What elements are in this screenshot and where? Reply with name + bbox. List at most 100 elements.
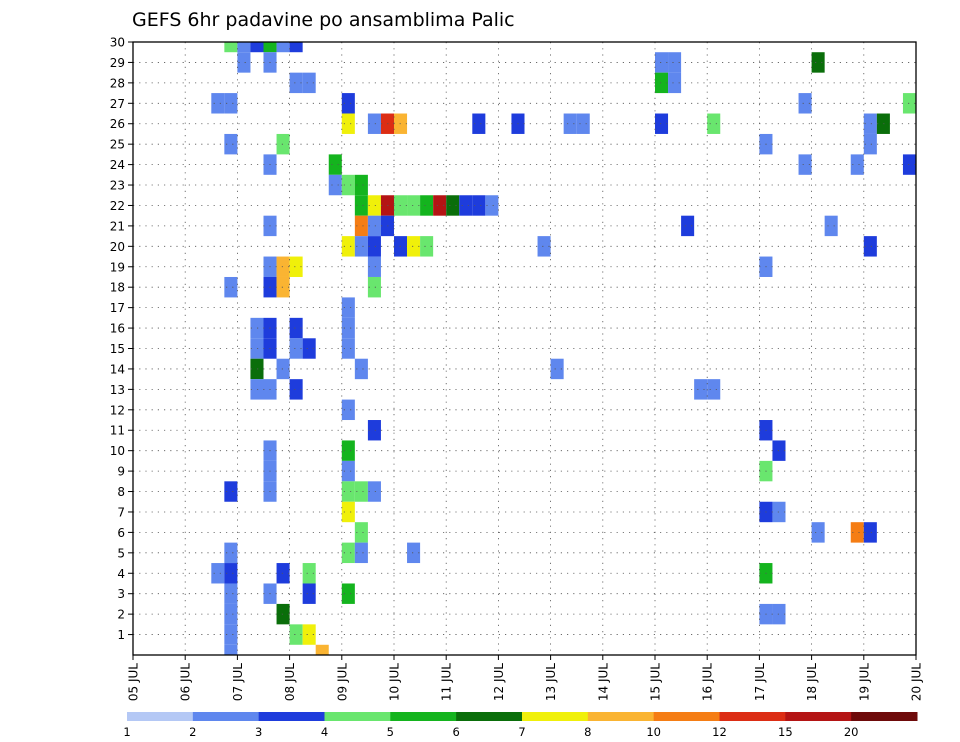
y-tick-label: 15 [110, 342, 125, 356]
y-tick-label: 11 [110, 424, 125, 438]
heatmap-cell [485, 195, 499, 216]
heatmap-cell [681, 215, 695, 237]
x-tick-label: 07 JUL [231, 663, 245, 701]
y-tick-label: 19 [110, 260, 125, 274]
heatmap-cell [250, 42, 264, 53]
x-tick-label: 20 JUL [910, 663, 924, 701]
heatmap-cell [367, 481, 381, 502]
heatmap-cell [224, 542, 238, 564]
y-tick-label: 28 [110, 76, 125, 90]
heatmap-cell [289, 72, 303, 94]
heatmap-cell [211, 563, 225, 584]
heatmap-cell [863, 236, 877, 257]
heatmap-cell [224, 563, 238, 584]
heatmap-cell [237, 52, 251, 73]
heatmap-cell [341, 317, 355, 339]
heatmap-cell [354, 195, 368, 216]
y-tick-label: 16 [110, 322, 125, 336]
heatmap-cell [328, 154, 342, 175]
y-tick-label: 30 [110, 36, 125, 50]
heatmap-cell [863, 113, 877, 134]
y-tick-label: 1 [117, 628, 125, 642]
heatmap-cell [250, 379, 264, 400]
x-tick-label: 12 JUL [492, 663, 506, 701]
y-axis: 1234567891011121314151617181920212223242… [110, 36, 133, 642]
heatmap-cell [420, 236, 434, 257]
y-tick-label: 12 [110, 403, 125, 417]
y-tick-label: 7 [117, 505, 125, 519]
colorbar-swatch [127, 712, 194, 721]
heatmap-cell [811, 522, 825, 543]
y-tick-label: 22 [110, 199, 125, 213]
y-tick-label: 29 [110, 56, 125, 70]
heatmap-cell [824, 215, 838, 237]
y-tick-label: 23 [110, 179, 125, 193]
heatmap-cell [289, 338, 303, 359]
colorbar-label: 1 [123, 725, 130, 739]
heatmap-cell [224, 133, 238, 155]
heatmap-cell [276, 603, 290, 625]
heatmap-cell [407, 542, 421, 564]
heatmap-cell [655, 52, 669, 73]
heatmap-cell [863, 522, 877, 543]
heatmap-cell [224, 644, 238, 655]
heatmap-cell [367, 256, 381, 277]
x-tick-label: 11 JUL [440, 663, 454, 701]
heatmap-cell [289, 256, 303, 277]
y-tick-label: 9 [117, 465, 125, 479]
colorbar-swatch [192, 712, 260, 721]
colorbar-label: 20 [844, 725, 859, 739]
colorbar-swatch [719, 712, 786, 721]
colorbar-swatch [522, 712, 589, 721]
x-tick-label: 14 JUL [596, 663, 610, 701]
y-tick-label: 24 [110, 158, 125, 172]
heatmap-cell [224, 42, 238, 53]
y-tick-label: 10 [110, 444, 125, 458]
heatmap-cell [341, 338, 355, 359]
heatmap-cell [302, 72, 316, 94]
heatmap-cell [276, 256, 290, 277]
heatmap-cell [563, 113, 577, 134]
heatmap-cell [224, 583, 238, 604]
colorbar-label: 8 [584, 725, 591, 739]
x-tick-label: 08 JUL [283, 663, 297, 701]
colorbar-label: 5 [387, 725, 394, 739]
heatmap-cell [459, 195, 473, 216]
heatmap-cell [276, 133, 290, 155]
heatmap-cell [224, 624, 238, 645]
heatmap-cell [289, 379, 303, 400]
colorbar-swatch [258, 712, 325, 721]
heatmap-cell [341, 542, 355, 564]
heatmap-cell [315, 644, 329, 655]
heatmap-cell [367, 236, 381, 257]
y-tick-label: 26 [110, 117, 125, 131]
heatmap-cell [668, 72, 682, 94]
colorbar-swatch [785, 712, 852, 721]
heatmap-cell [354, 215, 368, 237]
heatmap-cell [341, 93, 355, 114]
heatmap-cell [367, 276, 381, 298]
heatmap-cell [354, 542, 368, 564]
heatmap-cell [850, 154, 864, 175]
x-tick-label: 15 JUL [649, 663, 663, 701]
heatmap-cell [341, 481, 355, 502]
heatmap-cell [224, 481, 238, 502]
x-tick-label: 05 JUL [127, 663, 141, 701]
x-tick-label: 06 JUL [179, 663, 193, 701]
x-tick-label: 10 JUL [388, 663, 402, 701]
heatmap-cell [655, 113, 669, 134]
heatmap-cell [211, 93, 225, 114]
heatmap-cell [433, 195, 447, 216]
colorbar-swatch [851, 712, 918, 721]
colorbar-swatch [587, 712, 655, 721]
colorbar-label: 7 [518, 725, 525, 739]
heatmap-cell [289, 42, 303, 53]
heatmap-cell [694, 379, 708, 400]
colorbar-swatch [324, 712, 391, 721]
y-tick-label: 6 [117, 526, 125, 540]
heatmap-cell [354, 236, 368, 257]
x-tick-label: 17 JUL [753, 663, 767, 701]
heatmap-cell [420, 195, 434, 216]
heatmap-cell [367, 215, 381, 237]
